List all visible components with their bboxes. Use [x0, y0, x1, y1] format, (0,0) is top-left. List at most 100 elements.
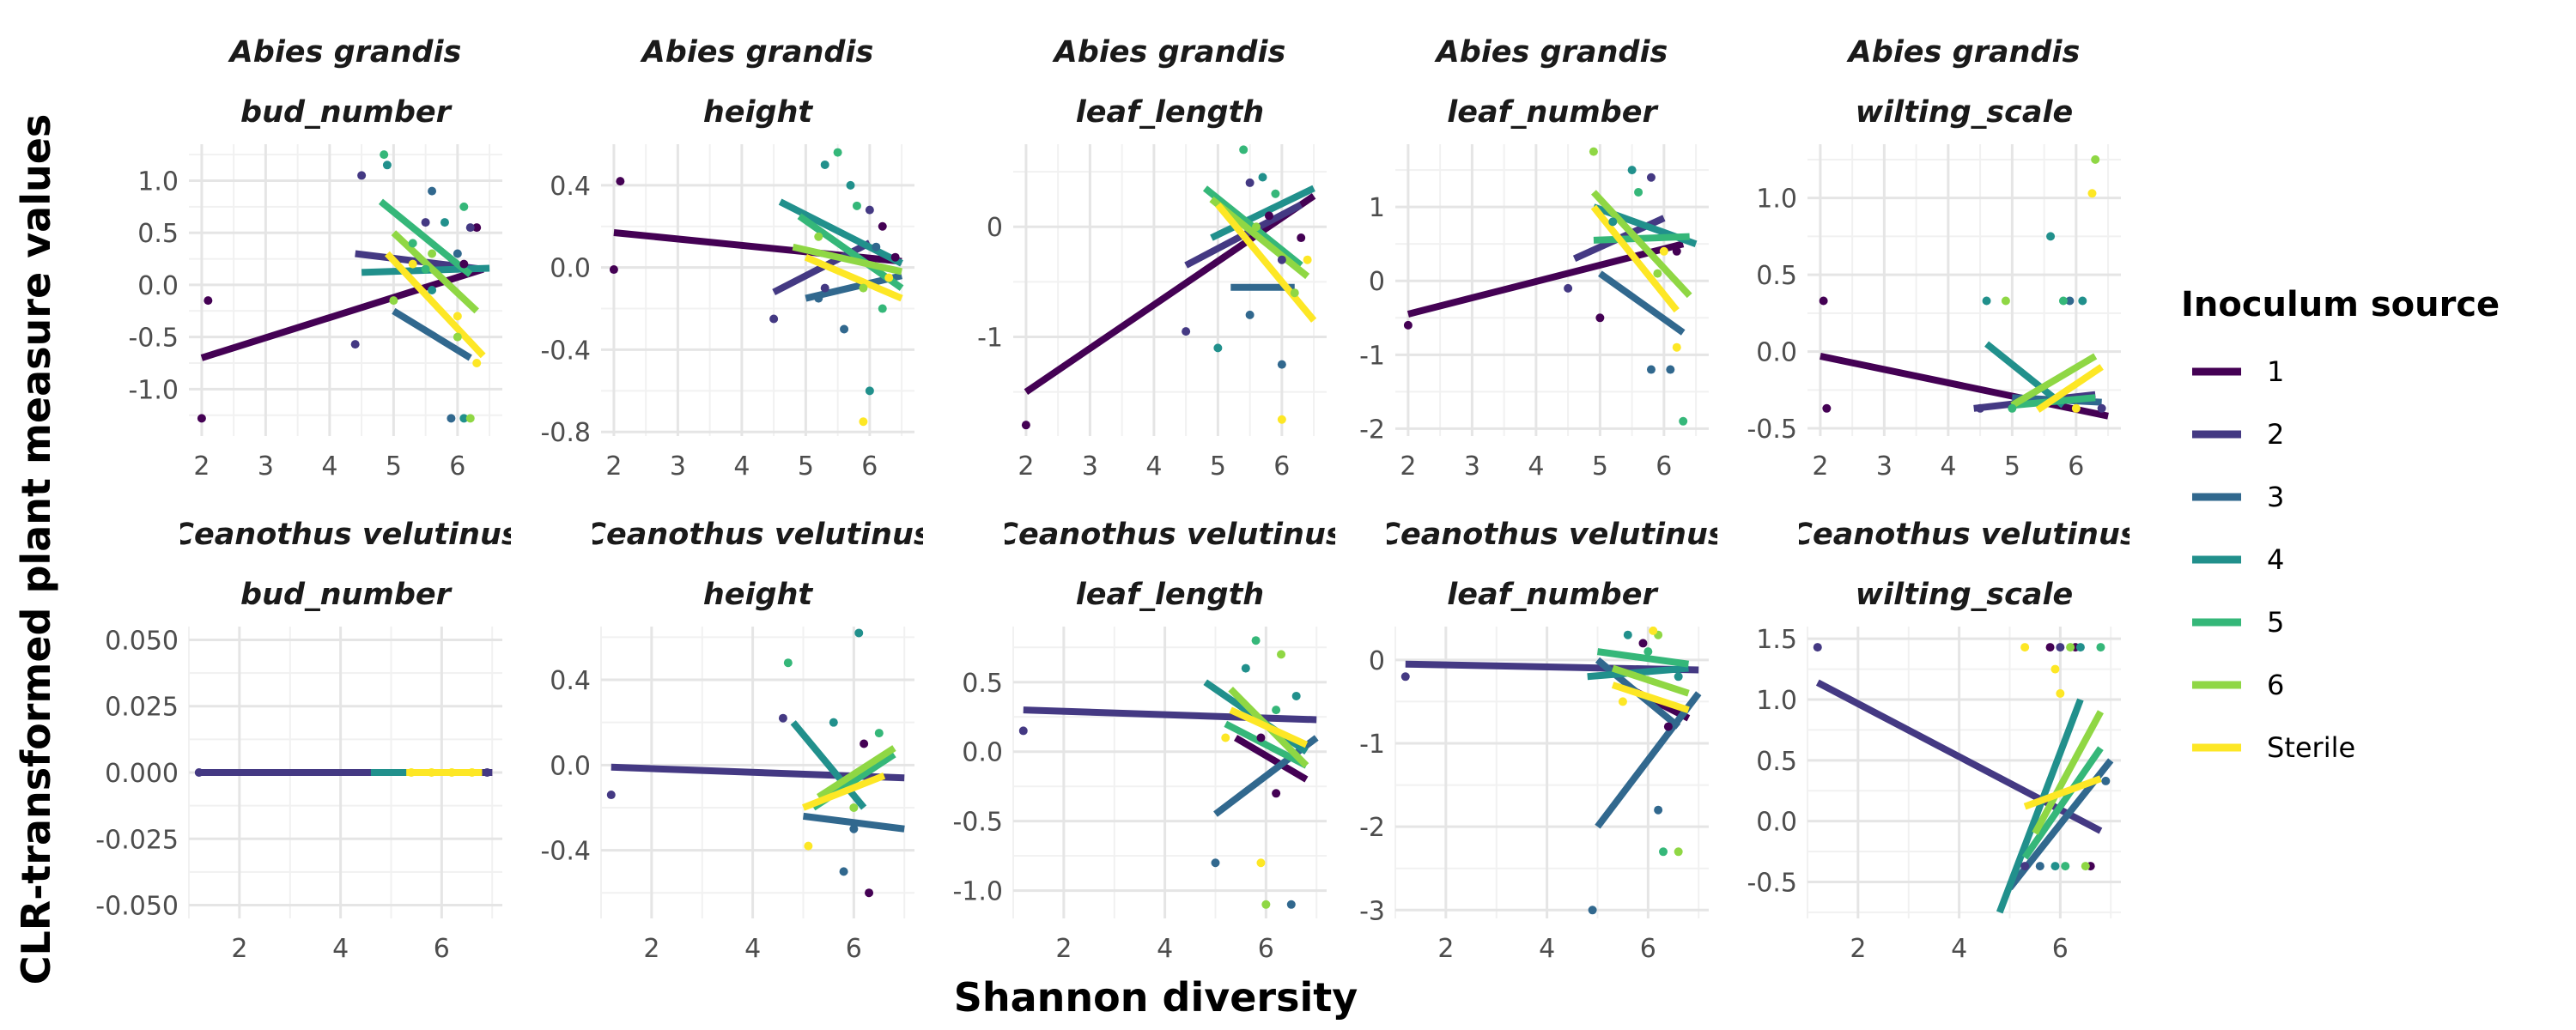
facet-species-title: Abies grandis — [1434, 35, 1668, 70]
data-point-5 — [408, 239, 417, 248]
facet-measure-title: leaf_number — [1447, 95, 1659, 130]
data-point-2 — [1564, 283, 1573, 293]
y-tick-label: -1.0 — [128, 375, 179, 405]
data-point-6 — [2001, 296, 2010, 306]
x-tick-label: 4 — [1145, 451, 1162, 482]
data-point-4 — [1241, 663, 1250, 673]
data-point-1 — [197, 414, 206, 423]
y-tick-label: 0.0 — [1756, 808, 1797, 838]
regression-line-4 — [1996, 698, 2084, 914]
y-tick-label: 0.5 — [1756, 261, 1797, 291]
data-point-3 — [1286, 900, 1296, 909]
data-point-2 — [483, 768, 492, 777]
x-tick-label: 6 — [1656, 451, 1672, 482]
y-tick-label: 1.0 — [137, 167, 179, 197]
data-point-4 — [846, 180, 855, 190]
data-point-2 — [820, 283, 829, 293]
x-tick-label: 3 — [258, 451, 274, 482]
data-point-sterile — [1256, 858, 1266, 868]
facet-species-title: Abies grandis — [640, 35, 874, 70]
regression-line-sterile — [1229, 706, 1309, 748]
regression-line-3 — [1595, 691, 1702, 829]
plot-area — [1813, 643, 2114, 914]
legend-item: 5 — [2192, 606, 2284, 639]
data-point-4 — [1623, 630, 1632, 639]
data-point-4 — [1608, 217, 1618, 227]
facet-species-title: Abies grandis — [1846, 35, 2081, 70]
y-tick-label: 0.0 — [1756, 338, 1797, 368]
data-point-1 — [2045, 643, 2055, 652]
regression-line-sterile — [385, 251, 486, 359]
gridlines — [1012, 627, 1327, 918]
x-tick-label: 6 — [861, 451, 878, 482]
y-tick-label: -2 — [1359, 813, 1385, 843]
x-tick-label: 6 — [1273, 451, 1290, 482]
y-tick-label: 0.0 — [137, 271, 179, 301]
data-point-3 — [2101, 776, 2111, 785]
data-point-5 — [1239, 145, 1249, 154]
x-tick-label: 4 — [1157, 934, 1173, 964]
data-point-6 — [389, 296, 398, 306]
regression-line-5 — [378, 198, 473, 277]
data-point-2 — [1813, 643, 1822, 652]
data-point-4 — [1213, 343, 1223, 353]
regression-line-6 — [1611, 664, 1690, 697]
facet-panel: Ceanothus velutinus bud_number 2 4 6 -0.050 -0… — [95, 518, 511, 964]
y-tick-label: -0.5 — [1747, 415, 1797, 445]
data-point-5 — [2058, 296, 2068, 306]
regression-line-6 — [816, 745, 896, 800]
regression-line-5 — [2021, 746, 2104, 860]
gridlines — [1807, 144, 2121, 436]
data-point-3 — [1588, 906, 1597, 915]
regression-line-3 — [802, 812, 905, 833]
data-point-3 — [1211, 858, 1220, 868]
data-point-3 — [839, 867, 848, 876]
data-point-1 — [860, 739, 869, 748]
data-point-5 — [2096, 643, 2105, 652]
regression-line-4 — [1210, 185, 1315, 241]
legend-item: 2 — [2192, 418, 2284, 451]
data-point-4 — [2046, 232, 2056, 241]
data-point-6 — [859, 283, 868, 293]
gridlines — [1807, 627, 2121, 918]
data-point-5 — [459, 202, 469, 211]
data-point-2 — [465, 223, 475, 233]
data-point-3 — [428, 186, 437, 196]
legend-title: Inoculum source — [2181, 285, 2500, 324]
data-point-4 — [865, 386, 874, 396]
data-point-sterile — [427, 768, 436, 777]
data-point-5 — [783, 658, 793, 668]
legend-key-label: Sterile — [2267, 731, 2355, 764]
facet-panel: Abies grandis leaf_number 2 3 4 5 6 -2 -1 0 1 — [1359, 35, 1709, 482]
y-tick-label: 0.4 — [550, 666, 591, 696]
data-point-4 — [1674, 672, 1683, 682]
facet-panel: Ceanothus velutinus wilting_scale 2 4 6 -0.5 0… — [1747, 518, 2129, 964]
y-tick-label: -0.025 — [95, 825, 179, 855]
data-point-2 — [194, 768, 204, 777]
data-point-1 — [878, 221, 887, 231]
data-point-2 — [1976, 403, 1985, 413]
regression-line-5 — [1596, 648, 1689, 668]
y-tick-label: -1.0 — [952, 877, 1003, 907]
data-point-2 — [1018, 726, 1028, 736]
data-point-4 — [829, 718, 838, 727]
legend-key-label: 6 — [2267, 669, 2284, 701]
data-point-4 — [2075, 643, 2085, 652]
data-point-1 — [865, 888, 874, 898]
regression-line-1 — [200, 265, 484, 361]
data-point-2 — [1245, 178, 1255, 187]
data-point-3 — [2065, 296, 2075, 306]
regression-line-6 — [391, 230, 479, 314]
regression-line-sterile — [2035, 364, 2104, 413]
data-point-1 — [890, 252, 900, 262]
data-point-2 — [2020, 862, 2030, 871]
data-point-sterile — [453, 312, 462, 321]
regression-line-4 — [790, 720, 867, 810]
regression-line-4 — [1587, 664, 1689, 681]
legend-key-label: 2 — [2267, 418, 2284, 451]
plot-area — [1018, 636, 1319, 909]
plot-area — [1021, 145, 1317, 430]
data-point-3 — [2035, 862, 2044, 871]
data-point-5 — [1634, 187, 1643, 197]
data-point-sterile — [408, 259, 417, 269]
